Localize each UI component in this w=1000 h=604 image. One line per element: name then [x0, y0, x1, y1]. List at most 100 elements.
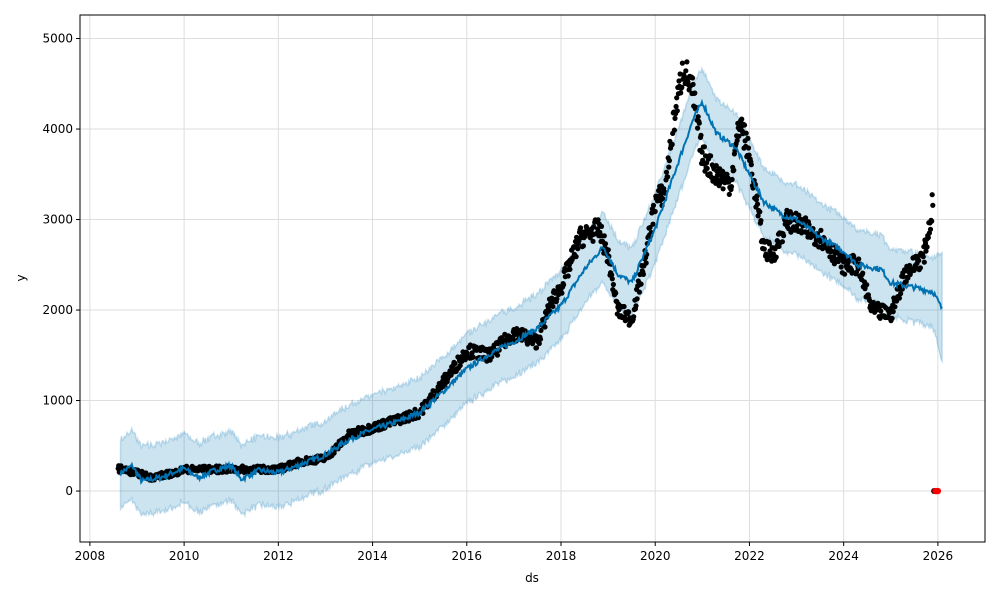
x-tick-label: 2018: [546, 549, 577, 563]
actual-point: [739, 116, 745, 122]
actual-point: [660, 195, 666, 202]
actual-point: [575, 246, 581, 252]
actual-point: [818, 227, 824, 233]
actual-point: [601, 233, 607, 239]
actual-point: [929, 218, 935, 224]
actual-point: [573, 254, 579, 260]
actual-point: [640, 271, 647, 277]
actual-point: [536, 340, 542, 347]
actual-point: [448, 372, 454, 378]
actual-point: [724, 171, 730, 177]
x-tick-label: 2026: [923, 549, 954, 563]
actual-point: [748, 162, 754, 168]
actual-point: [788, 229, 794, 235]
actual-point: [745, 145, 752, 151]
actual-point: [679, 60, 686, 66]
actual-point: [674, 95, 680, 101]
actual-point: [689, 75, 696, 81]
actual-point: [609, 272, 615, 278]
actual-point: [898, 291, 904, 297]
x-tick-label: 2020: [640, 549, 671, 563]
actual-point: [907, 262, 913, 269]
actual-point: [695, 125, 701, 131]
actual-point: [656, 187, 662, 193]
actual-point: [927, 226, 934, 232]
actual-point: [595, 217, 601, 223]
actual-point: [695, 114, 701, 120]
actual-point: [609, 276, 615, 282]
actual-point: [864, 282, 870, 288]
actual-point: [652, 208, 658, 215]
actual-point: [580, 243, 587, 249]
actual-point: [469, 350, 475, 356]
actual-point: [673, 103, 679, 110]
actual-point: [731, 167, 737, 173]
actual-point: [929, 192, 935, 198]
actual-point: [647, 224, 653, 231]
actual-point: [896, 295, 903, 301]
actual-point: [494, 352, 501, 358]
actual-point: [743, 130, 749, 136]
actual-point: [550, 303, 556, 309]
actual-point: [889, 315, 895, 321]
actual-point: [554, 296, 560, 302]
actual-point: [666, 158, 673, 164]
actual-point: [920, 254, 926, 260]
actual-point: [602, 241, 609, 247]
uncertainty-band: [119, 65, 943, 519]
actual-point: [666, 164, 672, 170]
actual-point: [835, 258, 842, 265]
actual-point: [638, 281, 644, 287]
plot-frame: [79, 14, 986, 543]
y-tick-label: 3000: [42, 213, 73, 227]
actual-point: [567, 266, 573, 272]
actual-point: [925, 235, 931, 241]
actual-point: [860, 270, 866, 276]
actual-point: [758, 218, 764, 224]
actual-point: [699, 149, 705, 155]
x-axis-label: ds: [525, 571, 539, 585]
actual-point: [671, 127, 678, 133]
actual-point: [754, 201, 761, 207]
actual-point: [621, 303, 627, 310]
actual-point: [605, 247, 611, 253]
actual-point: [415, 415, 421, 421]
actual-point: [665, 174, 671, 180]
x-tick-label: 2014: [357, 549, 388, 563]
actual-point: [690, 81, 696, 87]
x-tick-label: 2012: [263, 549, 294, 563]
actual-point: [578, 225, 584, 231]
actual-point: [779, 239, 786, 245]
actual-point: [559, 290, 565, 296]
actual-point: [924, 244, 930, 250]
actual-point: [720, 186, 726, 192]
actual-point: [838, 264, 844, 270]
actual-point: [781, 233, 787, 239]
actual-point: [672, 115, 678, 121]
actual-point: [514, 326, 520, 332]
y-axis-label: y: [14, 274, 28, 281]
actual-point: [866, 297, 873, 303]
x-tick-label: 2008: [75, 549, 106, 563]
actual-point: [698, 132, 704, 138]
actual-point: [755, 213, 761, 219]
future-point: [934, 487, 942, 495]
actual-point: [643, 260, 649, 266]
actual-point: [796, 212, 802, 218]
actual-point: [741, 122, 748, 128]
actual-point: [736, 133, 742, 139]
actual-point: [890, 309, 896, 315]
actual-point: [921, 259, 927, 265]
actual-point: [452, 360, 458, 367]
actual-point: [650, 202, 657, 208]
grid: [80, 15, 985, 542]
y-tick-label: 1000: [42, 394, 73, 408]
actual-point: [842, 271, 848, 277]
x-tick-label: 2022: [734, 549, 765, 563]
actual-point: [892, 304, 898, 310]
actual-point: [746, 152, 752, 158]
actual-point: [636, 289, 643, 295]
actual-point: [773, 254, 779, 260]
actual-point: [598, 223, 605, 229]
